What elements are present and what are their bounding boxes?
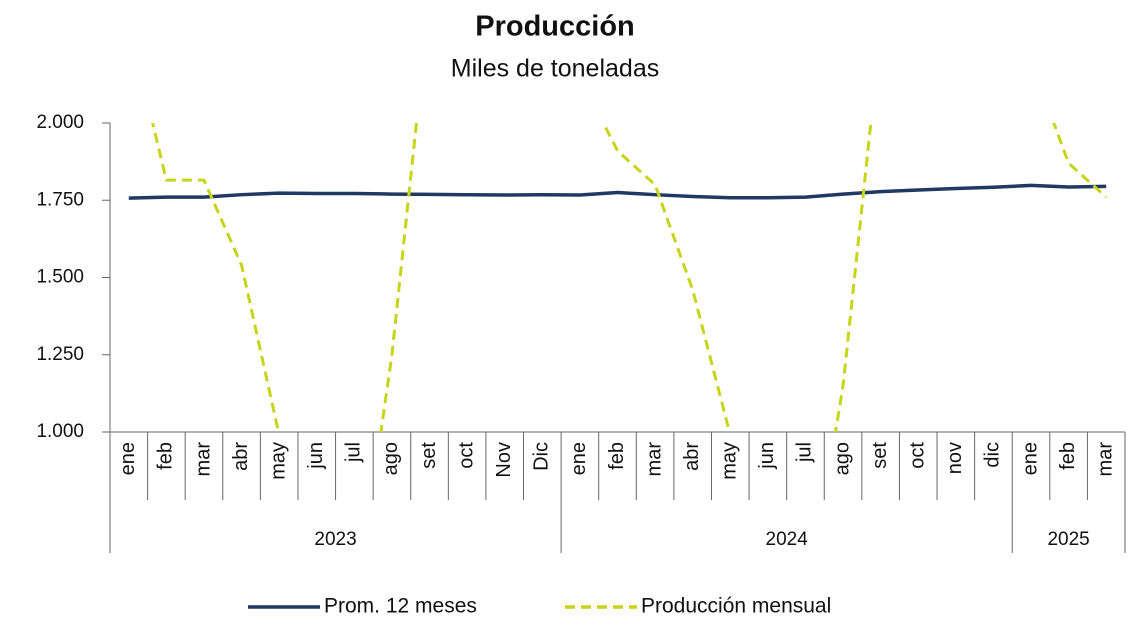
y-tick-label: 2.000 (36, 112, 84, 133)
x-tick-label: jul (343, 442, 365, 463)
plot-area (128, 123, 1108, 432)
x-tick-label: mar (643, 442, 665, 477)
x-tick-label: jun (756, 442, 778, 470)
x-tick-label: ago (831, 442, 853, 475)
x-tick-label: Dic (531, 442, 553, 471)
x-tick-label: oct (907, 442, 929, 469)
legend-label: Prom. 12 meses (324, 595, 477, 618)
x-tick-label: may (267, 442, 289, 480)
x-tick-label: ago (380, 442, 402, 475)
x-tick-label: may (719, 442, 741, 480)
x-tick-label: abr (230, 442, 252, 471)
x-tick-label: Nov (493, 442, 515, 478)
y-tick-label: 1.750 (36, 189, 84, 210)
x-tick-label: feb (1057, 442, 1079, 470)
series-line (128, 183, 1107, 200)
y-tick-label: 1.500 (36, 267, 84, 288)
x-tick-label: dic (982, 442, 1004, 468)
x-tick-label: feb (606, 442, 628, 470)
x-tick-label: ene (1019, 442, 1041, 475)
year-label: 2023 (314, 529, 356, 550)
x-tick-label: jul (794, 442, 816, 463)
x-tick-label: set (418, 442, 440, 469)
x-tick-label: mar (1094, 442, 1116, 477)
x-tick-label: nov (944, 442, 966, 474)
year-label: 2024 (766, 529, 809, 550)
y-tick-label: 1.250 (36, 344, 84, 365)
x-tick-label: abr (681, 442, 703, 471)
x-tick-label: ene (568, 442, 590, 475)
x-tick-label: ene (117, 442, 139, 475)
x-tick-label: oct (455, 442, 477, 469)
x-tick-label: mar (192, 442, 214, 477)
chart-title: Producción (475, 11, 635, 43)
legend-label: Producción mensual (641, 595, 831, 618)
x-tick-label: jun (305, 442, 327, 470)
y-tick-label: 1.000 (36, 421, 84, 442)
x-tick-label: feb (155, 442, 177, 470)
chart-subtitle: Miles de toneladas (451, 55, 659, 83)
series-line (151, 123, 1108, 432)
year-label: 2025 (1047, 529, 1089, 550)
x-tick-label: set (869, 442, 891, 469)
